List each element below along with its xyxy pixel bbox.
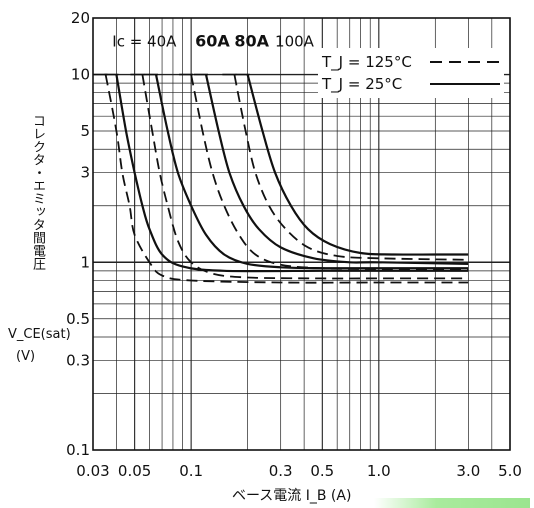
y-tick-label: 0.1 bbox=[66, 441, 90, 459]
y-axis-label: コレクタ・エミッタ間電圧 bbox=[30, 114, 45, 270]
decorative-bar bbox=[374, 498, 530, 508]
series-60a-25c bbox=[154, 74, 469, 270]
plot-frame bbox=[92, 17, 511, 451]
y-tick-label: 0.3 bbox=[66, 351, 90, 369]
x-tick-label: 0.05 bbox=[118, 462, 151, 480]
y-tick-label: 5 bbox=[80, 122, 90, 140]
legend: T_J = 125°C T_J = 25°C bbox=[318, 48, 504, 98]
y-tick-label: 10 bbox=[71, 66, 90, 84]
series-100a-25c bbox=[246, 74, 469, 256]
y-tick-label: 3 bbox=[80, 164, 90, 182]
x-axis-label: ベース電流 I_B (A) bbox=[232, 488, 352, 504]
y-axis-symbol: V_CE(sat) bbox=[8, 327, 71, 342]
series-40a-125c bbox=[104, 74, 469, 284]
x-tick-label: 0.3 bbox=[269, 462, 293, 480]
curve-label: 100A bbox=[275, 32, 315, 50]
x-tick-label: 3.0 bbox=[456, 462, 480, 480]
legend-entry-label: T_J = 125°C bbox=[321, 53, 412, 72]
series-80a-25c bbox=[204, 74, 469, 265]
y-tick-label: 1 bbox=[80, 253, 90, 271]
tick-labels: 0.03 0.05 0.1 0.3 0.5 1.0 3.0 5.0 0.1 0.3 0.5 1 3 5 10… bbox=[66, 9, 522, 480]
legend-background bbox=[318, 48, 504, 98]
series-40a-25c bbox=[115, 74, 469, 273]
x-tick-label: 0.5 bbox=[310, 462, 334, 480]
curve-label: 60A bbox=[195, 31, 230, 50]
curve-label: 80A bbox=[234, 31, 269, 50]
series-layer bbox=[93, 73, 469, 284]
y-axis-unit: (V) bbox=[16, 349, 36, 364]
curve-labels: Ic = 40A 60A 80A 100A bbox=[112, 31, 314, 50]
legend-entry-label: T_J = 25°C bbox=[321, 75, 402, 94]
y-tick-label: 20 bbox=[71, 9, 90, 27]
series-60a-125c bbox=[141, 74, 469, 280]
x-tick-label: 0.03 bbox=[76, 462, 109, 480]
x-tick-label: 5.0 bbox=[498, 462, 522, 480]
y-tick-label: 0.5 bbox=[66, 310, 90, 328]
curve-label: Ic = 40A bbox=[112, 32, 177, 50]
series-100a-125c bbox=[233, 74, 469, 261]
x-tick-label: 1.0 bbox=[367, 462, 391, 480]
x-tick-label: 0.1 bbox=[179, 462, 203, 480]
